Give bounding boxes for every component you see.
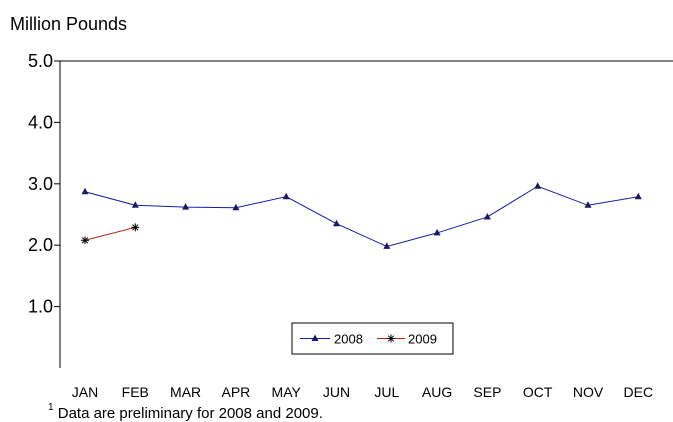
data-point xyxy=(282,192,290,200)
x-tick-label: AUG xyxy=(422,384,452,400)
x-tick-label: OCT xyxy=(523,384,553,400)
series-line-2008 xyxy=(84,185,639,247)
data-point xyxy=(383,242,391,249)
chart-axes xyxy=(59,60,673,368)
x-tick-label: DEC xyxy=(624,384,654,400)
x-tick-label: JUL xyxy=(374,384,399,400)
x-tick-label: SEP xyxy=(473,384,501,400)
legend-label-2009: 2009 xyxy=(408,332,437,347)
data-point xyxy=(81,236,89,245)
x-tick-label: NOV xyxy=(573,384,604,400)
chart-legend: 2008 2009 xyxy=(291,322,454,355)
data-point xyxy=(311,334,319,341)
data-point xyxy=(131,223,140,232)
y-tick-label: 3.0 xyxy=(28,174,53,194)
x-tick-label: APR xyxy=(222,384,251,400)
data-point xyxy=(387,334,395,343)
y-tick-label: 1.0 xyxy=(28,297,53,317)
data-point xyxy=(534,182,542,189)
footnote-text: Data are preliminary for 2008 and 2009. xyxy=(57,405,323,422)
data-point xyxy=(433,228,441,236)
x-tick-label: JUN xyxy=(323,384,350,400)
x-tick-label: JAN xyxy=(72,384,98,400)
x-tick-label: MAY xyxy=(272,384,302,400)
chart-ticks: 1.0 2.0 3.0 4.0 5.0 JAN FEB MAR APR MAY JUN JUL AUG S… xyxy=(28,51,653,400)
data-point xyxy=(333,219,340,227)
x-tick-label: FEB xyxy=(122,384,149,400)
y-tick-label: 4.0 xyxy=(28,112,53,132)
y-axis-title: Million Pounds xyxy=(10,14,128,34)
data-point xyxy=(232,203,240,211)
data-point xyxy=(81,187,89,195)
data-point xyxy=(584,201,592,208)
series-line-2009 xyxy=(84,226,136,241)
series-2009 xyxy=(81,223,140,245)
data-point xyxy=(182,203,190,210)
footnote-marker: 1 xyxy=(48,402,54,413)
data-point xyxy=(131,201,139,208)
series-2008 xyxy=(81,182,642,249)
footnote: 1 Data are preliminary for 2008 and 2009… xyxy=(48,402,323,422)
legend-label-2008: 2008 xyxy=(334,332,363,347)
x-tick-label: MAR xyxy=(170,384,201,400)
y-tick-label: 2.0 xyxy=(28,235,53,255)
data-point xyxy=(483,212,491,220)
chart-series xyxy=(81,182,642,249)
y-tick-label: 5.0 xyxy=(28,51,53,71)
data-point xyxy=(634,192,642,200)
